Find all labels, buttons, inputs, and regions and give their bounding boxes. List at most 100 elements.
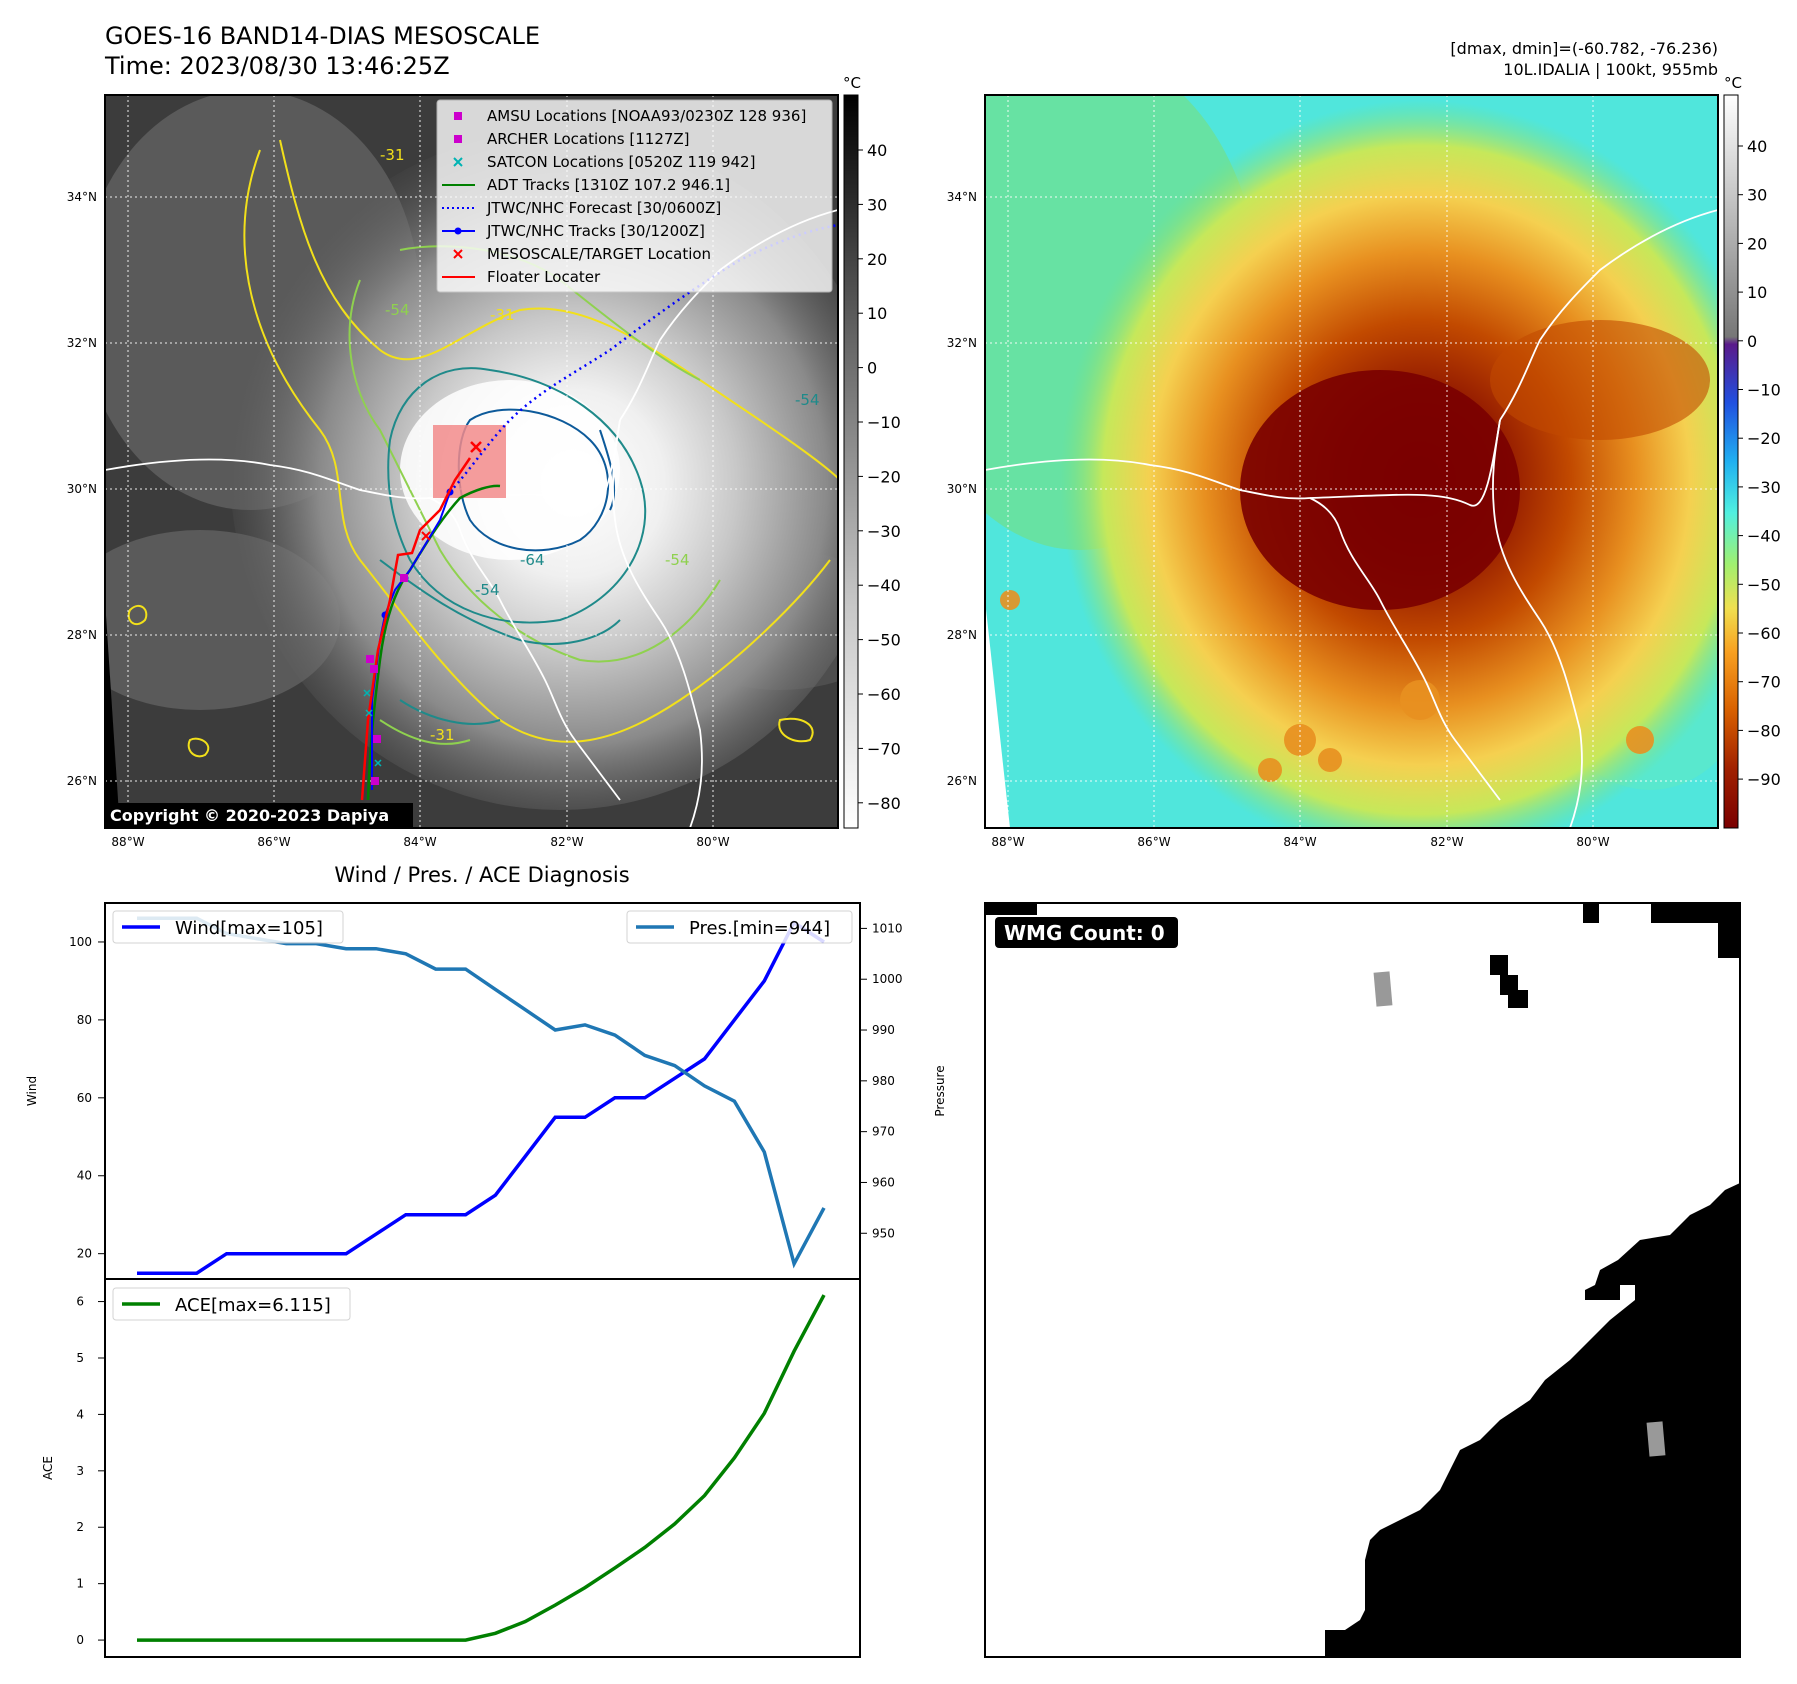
- lat-tick-label: 32°N: [67, 336, 97, 350]
- ace-legend: ACE[max=6.115]: [112, 1287, 351, 1321]
- map-legend: AMSU Locations [NOAA93/0230Z 128 936] ARC…: [436, 99, 833, 293]
- colorbar-tick-label: −20: [867, 467, 901, 486]
- ace-series-line: [137, 1294, 826, 1642]
- contour-label: -54: [385, 301, 410, 319]
- left-map-panel: -31 -54 -64 -54 -54 -31 -31 -54 AMSU Loc…: [67, 94, 839, 849]
- legend-entry: MESOSCALE/TARGET Location: [453, 245, 711, 263]
- colorbar-tick-label: −60: [867, 685, 901, 704]
- colorbar-tick-label: −60: [1747, 624, 1781, 643]
- colorbar-tick-label: 20: [867, 250, 887, 269]
- pressure-tick-label: 990: [872, 1023, 895, 1037]
- pressure-legend: Pres.[min=944]: [626, 910, 853, 944]
- lon-tick-label: 80°W: [1576, 835, 1609, 849]
- legend-label: AMSU Locations [NOAA93/0230Z 128 936]: [487, 107, 806, 125]
- legend-label: ARCHER Locations [1127Z]: [487, 130, 690, 148]
- legend-marker: [453, 249, 463, 259]
- colorbar-tick-label: 40: [867, 141, 887, 160]
- contour-label: -54: [475, 581, 500, 599]
- colorbar-tick-label: −80: [867, 794, 901, 813]
- ace-tick-label: 1: [76, 1577, 84, 1591]
- ace-tick-label: 5: [76, 1351, 84, 1365]
- colorbar-tick-label: −50: [1747, 575, 1781, 594]
- colorbar-tick-label: 20: [1747, 234, 1767, 253]
- dmax-dmin-readout: [dmax, dmin]=(-60.782, -76.236): [1450, 39, 1718, 58]
- right-colorbar-unit: °C: [1724, 74, 1742, 92]
- colorbar-tick-label: −30: [867, 522, 901, 541]
- colorbar-tick-label: 0: [1747, 332, 1757, 351]
- colorbar-tick-label: −70: [1747, 673, 1781, 692]
- legend-label: JTWC/NHC Forecast [30/0600Z]: [486, 199, 721, 217]
- ace-legend-label: ACE[max=6.115]: [175, 1295, 331, 1316]
- legend-label: MESOSCALE/TARGET Location: [487, 245, 711, 263]
- pressure-tick-label: 980: [872, 1074, 895, 1088]
- lon-tick-label: 88°W: [991, 835, 1024, 849]
- colorbar-tick-label: −20: [1747, 429, 1781, 448]
- wind-tick-label: 80: [77, 1013, 92, 1027]
- lon-tick-label: 84°W: [403, 835, 436, 849]
- mesoscale-target-marker: [470, 441, 482, 453]
- lat-tick-label: 34°N: [947, 190, 977, 204]
- ace-chart: ACE 6 5 4 3 2 1 0 ACE[max=6.115]: [41, 1278, 861, 1658]
- legend-marker: [454, 112, 462, 120]
- legend-entry: ADT Tracks [1310Z 107.2 946.1]: [442, 176, 730, 194]
- legend-label: JTWC/NHC Tracks [30/1200Z]: [486, 222, 705, 240]
- colorbar-tick-label: −70: [867, 739, 901, 758]
- wind-pressure-chart: Wind / Pres. / ACE Diagnosis Wind Pressu…: [25, 863, 947, 1280]
- colorbar-tick-label: −50: [867, 631, 901, 650]
- colorbar-tick-label: 10: [867, 304, 887, 323]
- lat-tick-label: 28°N: [947, 628, 977, 642]
- legend-entry: JTWC/NHC Tracks [30/1200Z]: [442, 222, 705, 240]
- wind-tick-label: 100: [69, 935, 92, 949]
- colorbar-tick-label: 0: [867, 359, 877, 378]
- wind-tick-label: 20: [77, 1247, 92, 1261]
- contour-label: -64: [520, 551, 545, 569]
- wind-legend: Wind[max=105]: [112, 910, 344, 944]
- figure-title: GOES-16 BAND14-DIAS MESOSCALE: [105, 22, 540, 50]
- pressure-tick-label: 1010: [872, 921, 903, 935]
- pressure-tick-label: 950: [872, 1226, 895, 1240]
- legend-entry: SATCON Locations [0520Z 119 942]: [453, 153, 755, 171]
- lat-tick-label: 28°N: [67, 628, 97, 642]
- legend-entry: JTWC/NHC Forecast [30/0600Z]: [442, 199, 721, 217]
- colorbar-tick-label: −40: [1747, 527, 1781, 546]
- lon-tick-label: 82°W: [550, 835, 583, 849]
- chart-title: Wind / Pres. / ACE Diagnosis: [334, 863, 629, 887]
- legend-entry: AMSU Locations [NOAA93/0230Z 128 936]: [454, 107, 806, 125]
- legend-marker: [454, 135, 462, 143]
- contour-label: -31: [380, 146, 405, 164]
- ace-tick-label: 0: [76, 1633, 84, 1647]
- colorbar-tick-label: 30: [867, 195, 887, 214]
- legend-entry: ARCHER Locations [1127Z]: [454, 130, 690, 148]
- wind-tick-label: 60: [77, 1091, 92, 1105]
- left-colorbar-unit: °C: [843, 74, 861, 92]
- lon-tick-label: 86°W: [1137, 835, 1170, 849]
- lat-tick-label: 26°N: [947, 774, 977, 788]
- contour-label: -54: [665, 551, 690, 569]
- ace-tick-label: 4: [76, 1407, 84, 1421]
- lat-tick-label: 34°N: [67, 190, 97, 204]
- colorbar-tick-label: −30: [1747, 478, 1781, 497]
- lon-tick-label: 88°W: [111, 835, 144, 849]
- storm-info: 10L.IDALIA | 100kt, 955mb: [1503, 60, 1718, 79]
- colorbar-tick-label: −10: [1747, 381, 1781, 400]
- lon-tick-label: 82°W: [1430, 835, 1463, 849]
- legend-label: SATCON Locations [0520Z 119 942]: [487, 153, 755, 171]
- wind-legend-label: Wind[max=105]: [175, 918, 323, 939]
- legend-label: ADT Tracks [1310Z 107.2 946.1]: [487, 176, 730, 194]
- lon-tick-label: 86°W: [257, 835, 290, 849]
- pressure-tick-label: 970: [872, 1125, 895, 1139]
- floater-track: [360, 457, 472, 801]
- wmg-panel: WMG Count: 0: [984, 902, 1741, 1658]
- legend-entry: Floater Locater: [442, 268, 601, 286]
- contour-label: -31: [430, 726, 455, 744]
- lat-tick-label: 26°N: [67, 774, 97, 788]
- lat-tick-label: 30°N: [947, 482, 977, 496]
- colorbar-tick-label: −10: [867, 413, 901, 432]
- colorbar-tick-label: 10: [1747, 283, 1767, 302]
- wind-tick-label: 40: [77, 1169, 92, 1183]
- colorbar-tick-label: −90: [1747, 770, 1781, 789]
- ace-tick-label: 6: [76, 1295, 84, 1309]
- ace-tick-label: 2: [76, 1520, 84, 1534]
- right-map-panel: 34°N 32°N 30°N 28°N 26°N 88°W 86°W 84°W 82°W 80°…: [947, 94, 1719, 849]
- colorbar-tick-label: 30: [1747, 186, 1767, 205]
